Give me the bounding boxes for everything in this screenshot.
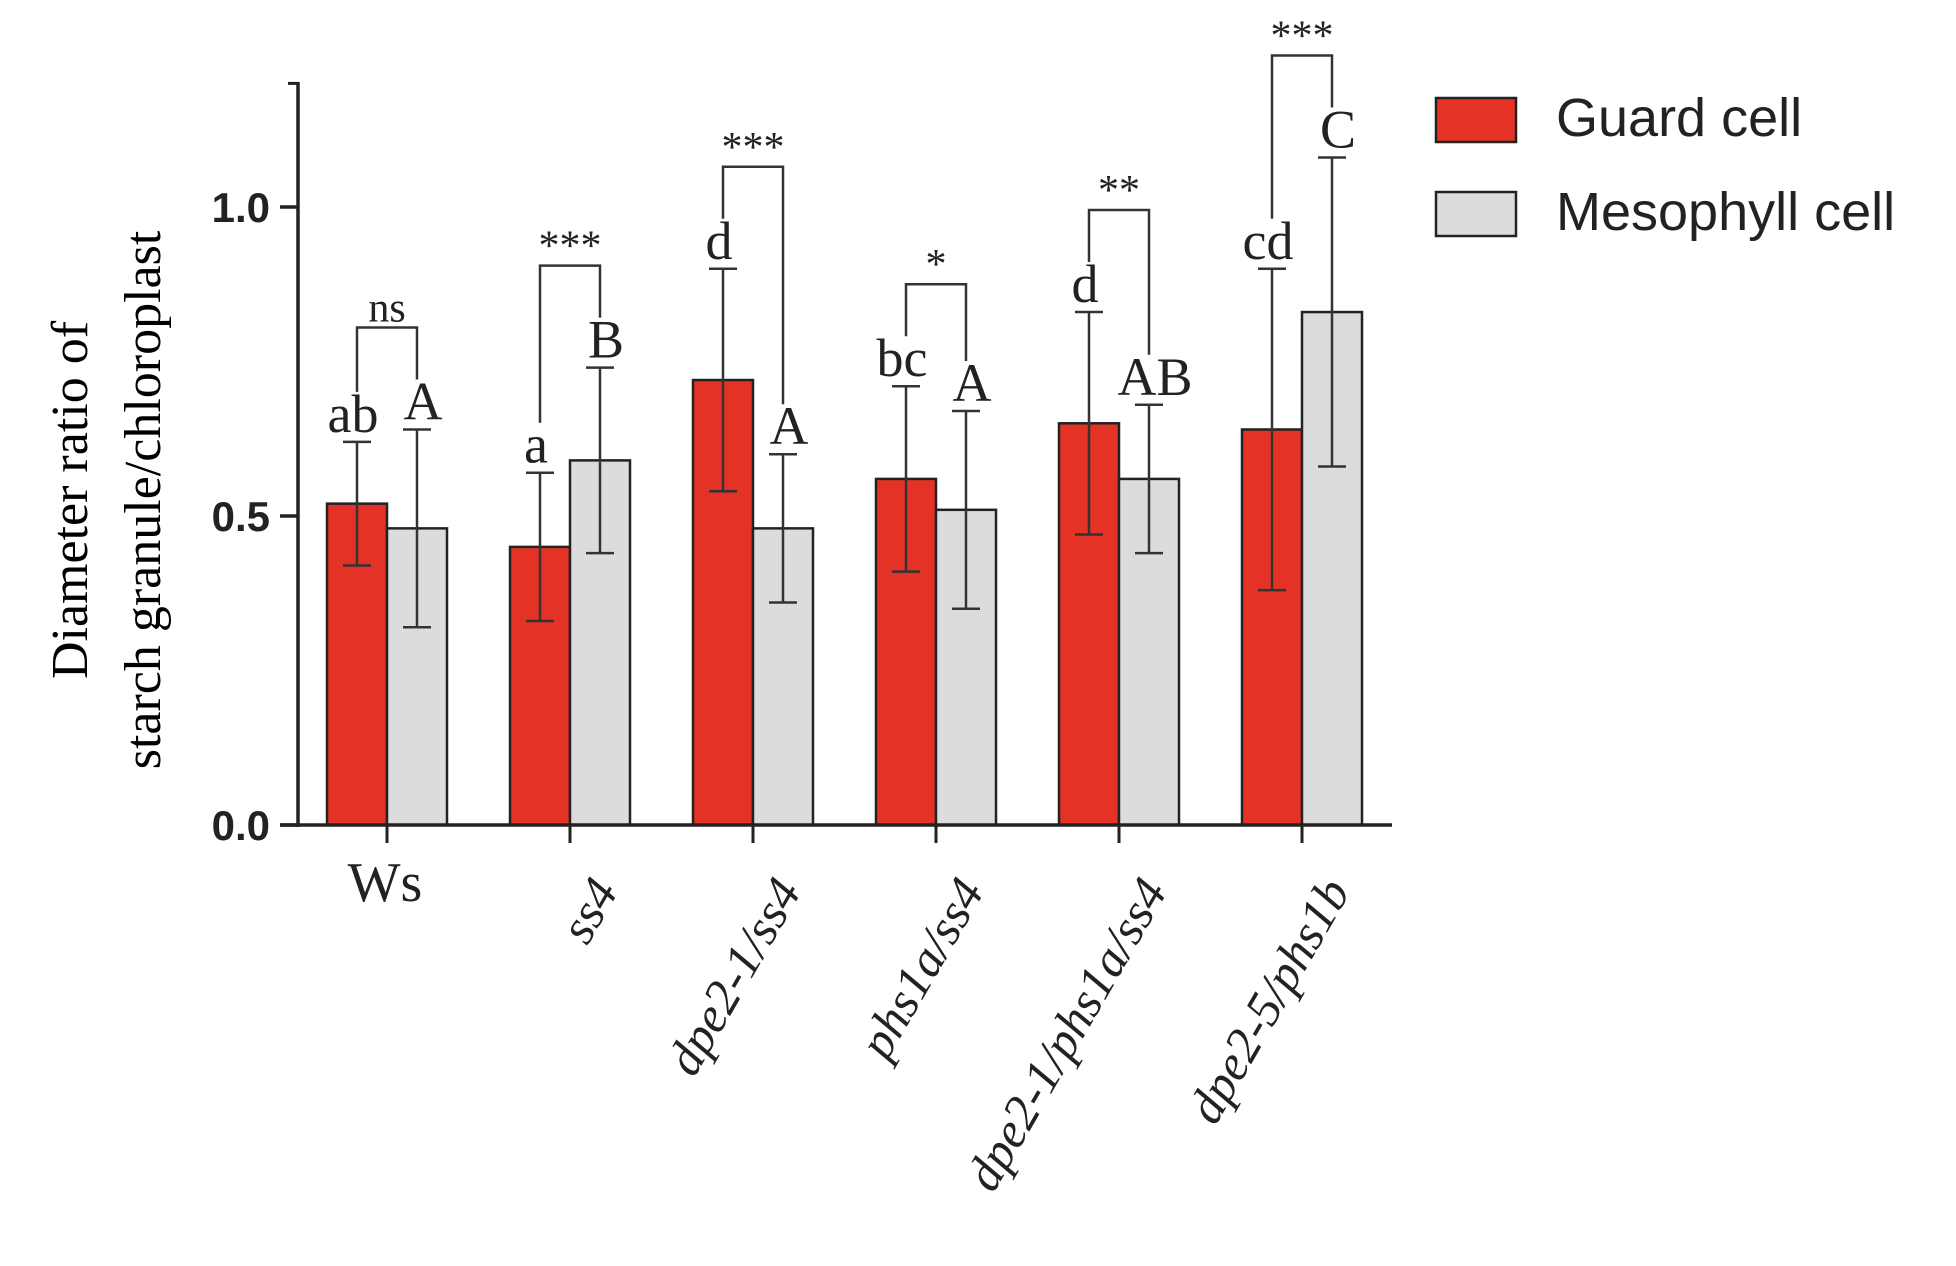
error-bar	[769, 452, 797, 604]
group-letter: AB	[1117, 347, 1192, 407]
significance-label: ***	[722, 125, 785, 171]
legend-item-mesophyll-cell: Mesophyll cell	[1434, 182, 1895, 242]
group-letter: bc	[877, 328, 928, 388]
error-bar	[892, 384, 920, 573]
significance-label: ns	[368, 285, 405, 331]
y-tick-label: 1.0	[212, 184, 270, 231]
error-bar	[1318, 156, 1346, 468]
significance-bracket	[721, 165, 785, 405]
annotations: ab Ans aB *** d A *** bc A * d AB ** cd C ***	[328, 14, 1357, 475]
x-tick-label: phs1a/ss4	[846, 869, 995, 1070]
legend-swatch	[1434, 190, 1518, 238]
legend-swatch	[1434, 96, 1518, 144]
bars	[325, 156, 1364, 827]
significance-bracket	[904, 282, 968, 361]
legend-label: Guard cell	[1556, 88, 1802, 148]
group-letter: a	[524, 415, 548, 475]
significance-bracket	[1087, 208, 1151, 355]
error-bar	[343, 440, 371, 567]
error-bar	[1135, 403, 1163, 555]
x-tick-label: ss4	[548, 869, 628, 952]
group-letter: C	[1320, 100, 1356, 160]
error-bar	[709, 267, 737, 493]
legend-item-guard-cell: Guard cell	[1434, 88, 1802, 148]
significance-bracket	[355, 326, 419, 392]
group-letter: d	[706, 211, 733, 271]
y-axis-title: Diameter ratio of starch granule/chloropl…	[42, 230, 172, 769]
x-tick-label: dpe2-1/ss4	[655, 869, 812, 1085]
group-letter: A	[404, 371, 443, 431]
x-tick-label: dpe2-1/phs1a/ss4	[954, 869, 1177, 1200]
x-tick-label: dpe2-5/phs1b	[1176, 869, 1361, 1133]
group-letter: ab	[328, 384, 379, 444]
significance-bracket	[538, 264, 602, 423]
legend: Guard cell Mesophyll cell	[1434, 88, 1895, 242]
significance-label: *	[926, 242, 947, 288]
error-bar	[403, 428, 431, 629]
significance-label: **	[1098, 168, 1140, 214]
group-letter: A	[953, 353, 992, 413]
significance-bracket	[1270, 54, 1334, 219]
legend-label: Mesophyll cell	[1556, 182, 1895, 242]
error-bar	[1075, 310, 1103, 536]
significance-label: ***	[539, 224, 602, 270]
error-bar	[526, 471, 554, 623]
x-tick-label: Ws	[348, 852, 423, 914]
error-bar	[1258, 267, 1286, 592]
y-tick-label: 0.0	[212, 802, 270, 849]
error-bar	[586, 366, 614, 555]
error-bar	[952, 409, 980, 610]
significance-label: ***	[1271, 14, 1334, 60]
y-axis-label: Diameter ratio of starch granule/chloropl…	[42, 230, 172, 769]
group-letter: A	[770, 396, 809, 456]
group-letter: d	[1072, 254, 1099, 314]
y-tick-label: 0.5	[212, 493, 270, 540]
group-letter: B	[588, 310, 624, 370]
group-letter: cd	[1243, 211, 1294, 271]
